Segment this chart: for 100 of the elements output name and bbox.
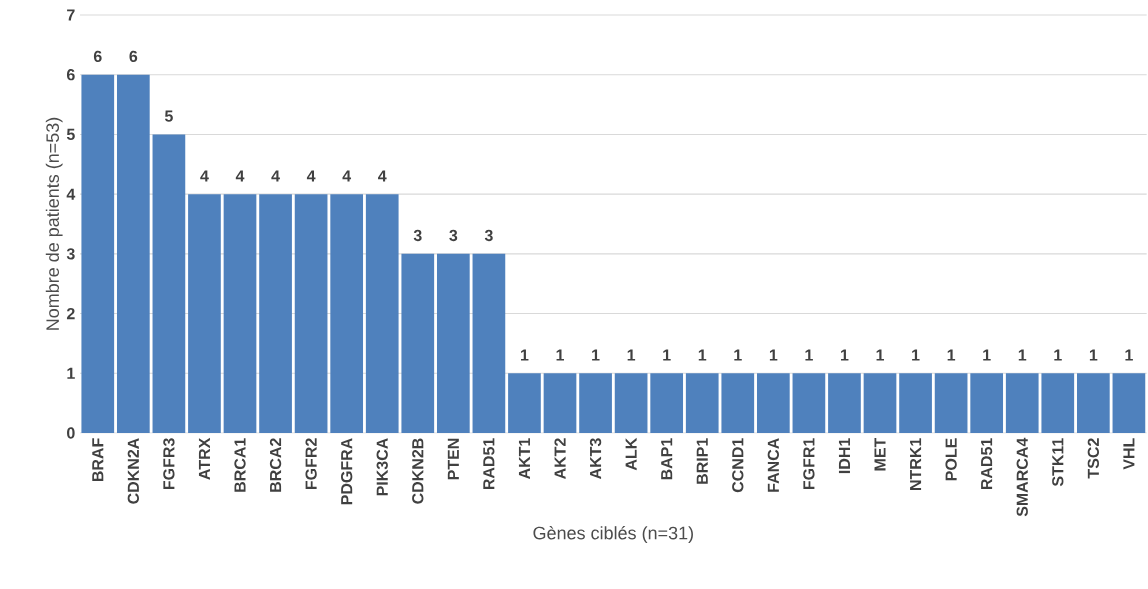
data-label: 1 — [663, 349, 671, 361]
bar — [899, 373, 932, 433]
x-tick-label: CCND1 — [732, 438, 744, 493]
bar — [1041, 373, 1075, 433]
bar — [472, 253, 506, 433]
y-tick-label: 6 — [66, 69, 75, 81]
data-label: 1 — [1089, 349, 1098, 361]
data-label: 1 — [912, 349, 920, 361]
data-label: 1 — [983, 349, 991, 361]
bar — [828, 373, 861, 433]
data-label: 4 — [306, 170, 316, 182]
x-tick-label: RAD51 — [483, 438, 495, 490]
bar — [259, 194, 292, 433]
data-label: 4 — [235, 170, 245, 182]
bar — [223, 194, 257, 433]
bar — [401, 253, 435, 433]
data-label: 1 — [698, 349, 707, 361]
bar — [756, 373, 790, 433]
x-tick-label: PDGFRA — [341, 438, 353, 505]
x-tick-label: NTRK1 — [910, 438, 922, 490]
x-tick-label: BAP1 — [661, 438, 673, 480]
y-tick-label: 0 — [67, 427, 75, 439]
bar — [294, 194, 328, 433]
data-label: 1 — [592, 349, 600, 361]
y-tick-label: 1 — [67, 367, 75, 379]
bar — [685, 373, 719, 433]
data-label: 4 — [342, 170, 352, 182]
x-tick-label: AKT1 — [518, 438, 530, 480]
y-tick-label: 7 — [67, 9, 75, 21]
x-tick-label: ALK — [625, 437, 637, 471]
x-tick-label: AKT3 — [589, 438, 602, 480]
bar — [436, 253, 470, 433]
y-tick-label: 3 — [66, 248, 75, 260]
x-tick-label: BRAF — [92, 438, 104, 482]
y-axis-title: Nombre de patients (n=53) — [45, 117, 63, 330]
x-tick-label: POLE — [945, 438, 957, 481]
x-tick-label: PTEN — [447, 438, 459, 480]
bar — [1112, 373, 1146, 433]
x-tick-label: BRIP1 — [696, 438, 708, 484]
x-tick-label: MET — [874, 437, 886, 471]
x-tick-label: IDH1 — [838, 438, 850, 474]
data-label: 1 — [876, 349, 885, 361]
x-tick-label: SMARCA4 — [1016, 437, 1028, 517]
bar — [614, 373, 648, 433]
x-axis-title: Gènes ciblés (n=31) — [533, 525, 693, 543]
x-tick-label: BRCA2 — [269, 438, 282, 492]
bar — [81, 74, 115, 433]
data-label: 1 — [1054, 349, 1062, 361]
data-label: 3 — [413, 229, 422, 242]
data-label: 1 — [1018, 349, 1027, 361]
x-tick-label: BRCA1 — [234, 438, 246, 492]
x-tick-label: FGFR2 — [305, 438, 317, 490]
data-label: 3 — [484, 229, 493, 242]
data-label: 5 — [164, 110, 173, 122]
bar — [152, 134, 186, 433]
data-label: 1 — [947, 349, 956, 361]
bar — [863, 373, 897, 433]
data-label: 1 — [805, 349, 813, 361]
bar — [365, 194, 399, 433]
data-label: 1 — [627, 349, 636, 361]
bar — [721, 373, 755, 433]
data-label: 1 — [1125, 349, 1133, 361]
x-tick-label: VHL — [1123, 438, 1135, 470]
x-tick-label: PIK3CA — [376, 438, 388, 496]
x-tick-label: CDKN2B — [412, 438, 424, 504]
bar — [116, 74, 150, 433]
data-label: 1 — [521, 349, 529, 361]
data-label: 1 — [734, 349, 742, 361]
data-label: 4 — [200, 170, 209, 182]
x-tick-label: STK11 — [1052, 438, 1064, 487]
bar — [579, 373, 612, 433]
x-tick-label: RAD51 — [981, 438, 993, 490]
y-tick-label: 5 — [66, 128, 75, 140]
bar — [330, 194, 364, 433]
x-tick-label: FANCA — [767, 438, 779, 492]
x-tick-label: ATRX — [198, 437, 210, 480]
x-tick-label: CDKN2A — [127, 438, 139, 504]
x-tick-label: TSC2 — [1087, 438, 1099, 479]
data-label: 1 — [769, 349, 778, 361]
bar — [188, 194, 221, 433]
x-tick-label: FGFR3 — [163, 438, 175, 490]
data-label: 6 — [93, 50, 102, 62]
bar — [792, 373, 826, 433]
data-label: 1 — [841, 349, 849, 361]
bar — [1076, 373, 1110, 433]
y-tick-label: 4 — [66, 188, 76, 200]
data-label: 1 — [556, 349, 565, 361]
bar — [1005, 373, 1039, 433]
bar — [508, 373, 541, 433]
data-label: 4 — [271, 170, 280, 182]
y-tick-label: 2 — [66, 307, 75, 320]
data-label: 4 — [378, 170, 387, 182]
data-label: 6 — [129, 50, 138, 62]
x-tick-label: AKT2 — [554, 438, 566, 480]
x-tick-label: FGFR1 — [803, 438, 815, 490]
data-label: 3 — [449, 229, 458, 242]
bar — [970, 373, 1004, 433]
bar — [934, 373, 968, 433]
bar — [543, 373, 577, 433]
bar — [650, 373, 684, 433]
